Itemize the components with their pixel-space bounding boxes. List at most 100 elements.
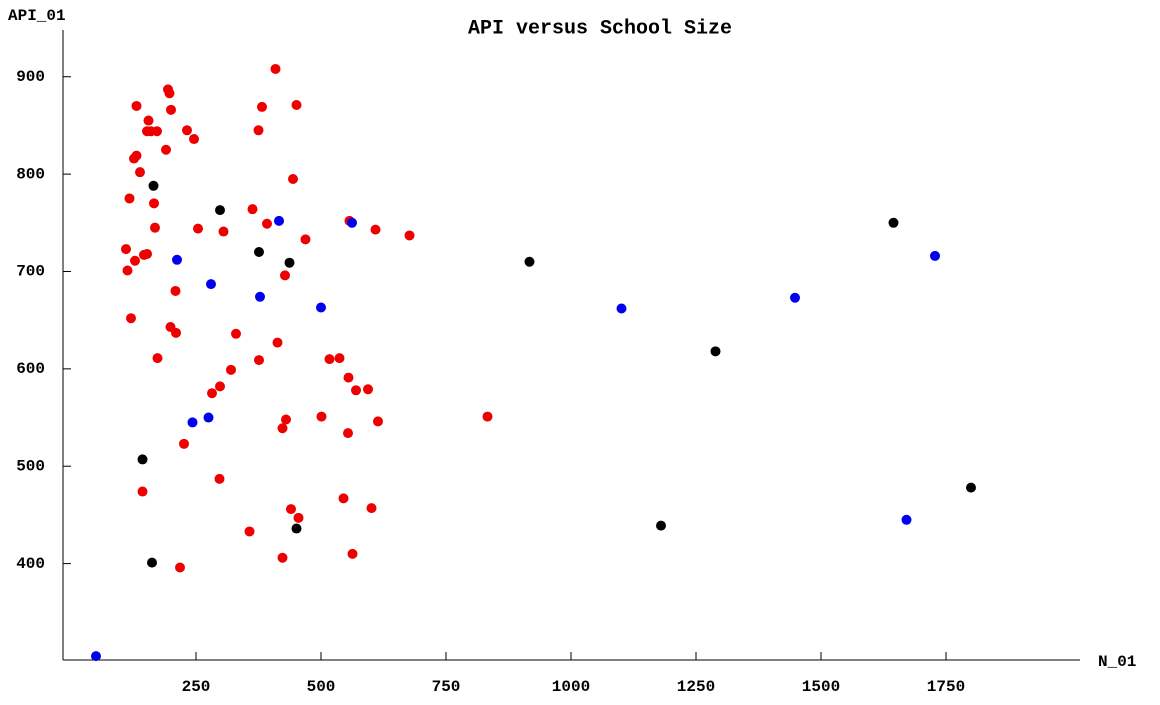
point: [524, 256, 535, 267]
point: [255, 291, 265, 302]
point: [131, 150, 142, 161]
point: [274, 215, 284, 226]
point: [262, 218, 272, 229]
point: [338, 493, 349, 504]
point: [373, 416, 383, 427]
point: [218, 226, 229, 237]
point: [207, 388, 217, 399]
point: [930, 250, 940, 261]
point: [316, 302, 326, 313]
point: [161, 144, 171, 155]
x-tick-label: 500: [307, 678, 336, 696]
point: [189, 134, 199, 145]
point: [214, 473, 225, 484]
y-tick-label: 900: [16, 68, 45, 86]
point: [148, 180, 159, 191]
chart-title: API versus School Size: [468, 17, 732, 40]
point: [152, 353, 163, 364]
point: [193, 223, 203, 234]
point: [231, 328, 241, 339]
point: [254, 247, 264, 258]
point: [215, 381, 225, 392]
point: [124, 193, 135, 204]
point: [363, 384, 373, 395]
point: [316, 411, 327, 422]
point: [284, 257, 295, 268]
point: [277, 552, 288, 563]
point: [147, 557, 157, 568]
point: [206, 279, 216, 290]
point: [149, 198, 159, 209]
point: [130, 255, 140, 266]
x-tick-label: 250: [182, 678, 211, 696]
point: [291, 523, 302, 534]
point: [137, 454, 148, 465]
point: [277, 423, 288, 434]
point: [170, 285, 181, 296]
point: [888, 217, 899, 228]
point: [254, 355, 264, 366]
point: [164, 88, 175, 99]
point: [966, 482, 976, 493]
point: [343, 372, 354, 383]
point: [324, 354, 335, 365]
point: [135, 167, 145, 178]
point: [122, 265, 133, 276]
point: [187, 417, 198, 428]
point: [143, 115, 154, 126]
y-tick-label: 400: [16, 555, 45, 573]
y-tick-label: 700: [16, 263, 45, 281]
y-tick-label: 500: [16, 457, 45, 475]
point: [482, 411, 493, 422]
point: [131, 100, 142, 111]
point: [253, 125, 264, 136]
point: [182, 125, 192, 136]
point: [334, 353, 345, 364]
y-axis-label: API_01: [8, 7, 66, 25]
x-tick-label: 1000: [552, 678, 590, 696]
point: [616, 303, 627, 314]
point: [172, 254, 182, 265]
point: [244, 526, 255, 537]
point: [150, 222, 160, 233]
point: [166, 104, 176, 115]
point: [370, 224, 381, 235]
point: [179, 438, 189, 449]
point: [142, 248, 152, 259]
point: [175, 562, 185, 573]
point: [91, 651, 101, 662]
point: [152, 126, 162, 137]
point: [343, 428, 353, 439]
point: [366, 503, 377, 514]
point: [121, 244, 131, 255]
point: [656, 520, 666, 531]
point: [247, 204, 258, 215]
point: [710, 346, 721, 357]
point: [126, 313, 136, 324]
x-tick-label: 1750: [927, 678, 965, 696]
point: [215, 205, 225, 216]
point: [291, 99, 302, 110]
point: [404, 230, 415, 241]
point: [347, 217, 357, 228]
point: [288, 173, 298, 184]
point: [790, 292, 800, 303]
point: [286, 504, 296, 515]
point: [270, 63, 281, 74]
point: [257, 101, 267, 112]
x-tick-label: 1250: [677, 678, 715, 696]
point: [300, 234, 311, 245]
point: [137, 486, 148, 497]
point: [171, 327, 181, 338]
x-tick-label: 750: [432, 678, 461, 696]
x-axis-label: N_01: [1098, 653, 1136, 671]
point: [901, 514, 912, 525]
point: [280, 270, 290, 281]
point: [347, 548, 358, 559]
point: [281, 414, 291, 425]
y-tick-label: 600: [16, 360, 45, 378]
point: [226, 364, 236, 375]
y-tick-label: 800: [16, 165, 45, 183]
point: [351, 385, 361, 396]
